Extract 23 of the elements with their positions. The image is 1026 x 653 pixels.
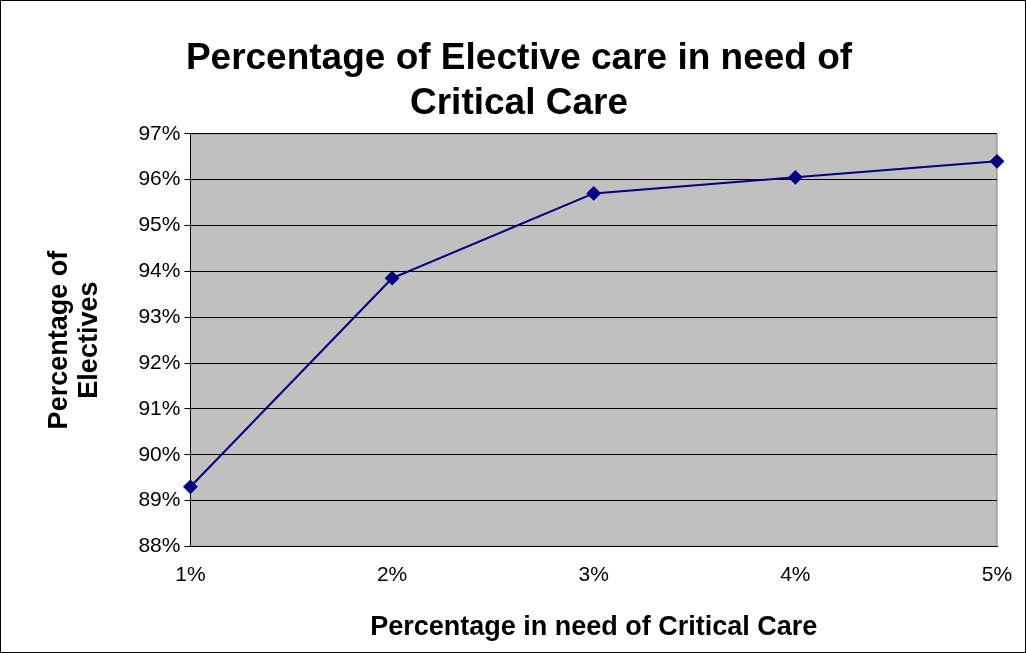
chart-title: Percentage of Elective care in need of Critical Care bbox=[185, 36, 853, 122]
y-tick-label: 90% bbox=[138, 441, 181, 465]
y-tick-label: 89% bbox=[138, 487, 181, 511]
y-tick-label: 91% bbox=[138, 395, 181, 419]
x-axis-title: Percentage in need of Critical Care bbox=[370, 611, 818, 642]
y-tick-label: 96% bbox=[138, 166, 181, 190]
x-tick-label: 1% bbox=[175, 561, 206, 585]
x-tick-label: 4% bbox=[780, 561, 811, 585]
point bbox=[990, 154, 1004, 169]
y-tick-label: 92% bbox=[138, 349, 181, 373]
y-tick-label: 95% bbox=[138, 212, 181, 236]
point bbox=[183, 479, 198, 494]
y-tick-label: 88% bbox=[138, 533, 181, 557]
y-tick-label: 93% bbox=[138, 303, 181, 327]
y-tick-label: 94% bbox=[138, 258, 181, 282]
y-tick-label: 97% bbox=[138, 120, 181, 144]
point bbox=[586, 186, 601, 201]
point bbox=[385, 271, 400, 286]
x-tick-label: 3% bbox=[578, 561, 609, 585]
x-tick-label: 2% bbox=[376, 561, 408, 585]
point bbox=[788, 170, 803, 185]
x-tick-label: 5% bbox=[981, 561, 1013, 585]
y-axis-title: Percentage of Electives bbox=[43, 249, 103, 430]
